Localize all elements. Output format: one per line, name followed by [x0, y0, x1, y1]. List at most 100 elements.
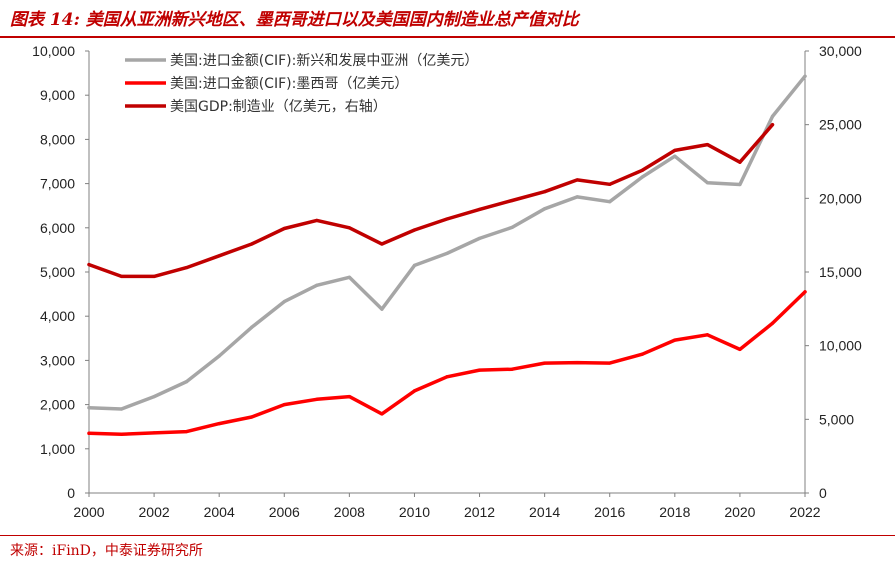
y-tick-label-right: 25,000	[819, 117, 862, 133]
data-point	[152, 431, 156, 435]
data-point	[87, 263, 91, 267]
series-points	[87, 123, 775, 279]
y-tick-label-right: 0	[819, 485, 827, 501]
series-line-asia-imports	[87, 74, 807, 411]
data-point	[217, 254, 221, 258]
y-tick-label-left: 9,000	[40, 87, 75, 103]
data-point	[738, 347, 742, 351]
y-tick-label-left: 4,000	[40, 308, 75, 324]
title-rule	[0, 36, 895, 38]
data-point	[315, 218, 319, 223]
data-point	[575, 361, 579, 365]
data-point	[510, 198, 514, 203]
series-points	[87, 74, 807, 411]
data-point	[152, 395, 156, 399]
data-point	[347, 275, 351, 279]
data-point	[738, 182, 742, 187]
x-tick-label: 2018	[659, 504, 690, 520]
data-point	[185, 265, 189, 270]
source-note: 来源：iFinD，中泰证券研究所	[10, 543, 203, 559]
data-point	[282, 403, 286, 407]
data-point	[673, 148, 677, 153]
legend-label: 美国GDP:制造业（亿美元，右轴）	[170, 99, 387, 115]
y-tick-label-right: 15,000	[819, 264, 862, 280]
data-point	[640, 175, 644, 179]
data-point	[608, 182, 612, 186]
data-point	[87, 431, 91, 435]
data-point	[543, 207, 547, 211]
data-point	[803, 74, 807, 78]
data-point	[445, 251, 449, 256]
data-point	[119, 274, 124, 279]
x-tick-label: 2016	[594, 504, 625, 520]
data-point	[412, 263, 417, 267]
data-point	[575, 178, 579, 182]
data-point	[705, 333, 709, 337]
x-tick-label: 2000	[73, 504, 104, 520]
data-point	[119, 407, 124, 411]
data-point	[705, 181, 709, 185]
data-point	[282, 300, 286, 304]
data-point	[705, 142, 709, 147]
legend-label: 美国:进口金额(CIF):新兴和发展中亚洲（亿美元）	[170, 53, 478, 69]
data-point	[738, 160, 742, 164]
y-tick-label-right: 20,000	[819, 190, 862, 206]
y-tick-label-right: 30,000	[819, 43, 862, 59]
legend-label: 美国:进口金额(CIF):墨西哥（亿美元）	[170, 76, 408, 92]
x-tick-label: 2012	[464, 504, 495, 520]
data-point	[380, 307, 384, 311]
data-point	[510, 367, 514, 371]
x-tick-label: 2008	[334, 504, 365, 520]
data-point	[217, 422, 221, 426]
x-tick-label: 2010	[399, 504, 430, 520]
data-point	[803, 290, 807, 294]
y-tick-label-left: 3,000	[40, 352, 75, 368]
data-point	[543, 190, 547, 194]
data-point	[673, 338, 677, 342]
data-point	[347, 395, 351, 399]
x-tick-label: 2002	[139, 504, 170, 520]
chart-axes: 0 1,000 2,000 3,000 4,000 5,000 6,000 7,000 8,00…	[32, 43, 862, 520]
data-point	[477, 368, 482, 372]
data-point	[380, 412, 384, 416]
source-rule	[0, 535, 895, 536]
data-point	[217, 354, 221, 358]
data-point	[770, 123, 775, 127]
y-tick-label-left: 1,000	[40, 441, 75, 457]
y-tick-label-left: 2,000	[40, 397, 75, 413]
series-points	[87, 290, 807, 436]
data-point	[770, 114, 775, 119]
y-tick-label-left: 10,000	[32, 43, 75, 59]
data-point	[119, 432, 124, 436]
data-point	[445, 375, 449, 379]
data-point	[477, 236, 482, 241]
data-point	[412, 228, 417, 232]
data-point	[282, 226, 286, 231]
y-tick-label-left: 8,000	[40, 131, 75, 147]
data-point	[445, 217, 449, 221]
x-tick-label: 2022	[789, 504, 820, 520]
data-point	[477, 207, 482, 211]
data-point	[185, 380, 189, 384]
x-tick-label: 2020	[724, 504, 755, 520]
x-tick-label: 2006	[269, 504, 300, 520]
data-point	[543, 361, 547, 365]
y-tick-label-left: 7,000	[40, 176, 75, 192]
x-tick-label: 2004	[204, 504, 235, 520]
y-tick-label-left: 5,000	[40, 264, 75, 280]
chart-legend: 美国:进口金额(CIF):新兴和发展中亚洲（亿美元） 美国:进口金额(CIF):墨…	[125, 53, 478, 115]
series-line-manufacturing-gdp	[87, 122, 775, 279]
data-point	[347, 226, 351, 230]
data-point	[510, 225, 514, 229]
figure-title: 图表 14: 美国从亚洲新兴地区、墨西哥进口以及美国国内制造业总产值对比	[10, 10, 579, 30]
data-point	[250, 242, 254, 246]
x-tick-label: 2014	[529, 504, 560, 520]
data-point	[315, 283, 319, 287]
data-point	[608, 200, 612, 204]
data-point	[412, 389, 417, 393]
data-point	[673, 154, 677, 158]
series-line-mexico-imports	[87, 290, 807, 436]
data-point	[575, 195, 579, 199]
y-tick-label-right: 5,000	[819, 411, 854, 427]
